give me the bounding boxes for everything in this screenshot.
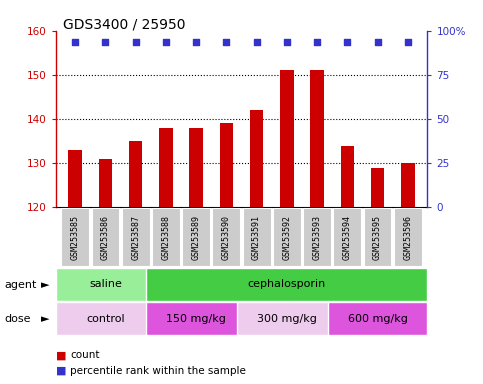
Point xyxy=(71,39,79,45)
Text: dose: dose xyxy=(5,314,31,324)
Bar xyxy=(213,208,240,266)
Text: GSM253590: GSM253590 xyxy=(222,215,231,260)
Text: percentile rank within the sample: percentile rank within the sample xyxy=(70,366,246,376)
Bar xyxy=(401,163,414,207)
Text: GSM253593: GSM253593 xyxy=(313,215,322,260)
Text: GSM253588: GSM253588 xyxy=(161,215,170,260)
Bar xyxy=(327,302,427,335)
Bar xyxy=(250,110,263,207)
Text: ■: ■ xyxy=(56,366,66,376)
Text: GSM253595: GSM253595 xyxy=(373,215,382,260)
Bar xyxy=(189,128,203,207)
Bar xyxy=(341,146,354,207)
Text: GSM253596: GSM253596 xyxy=(403,215,412,260)
Bar xyxy=(146,302,246,335)
Text: GSM253591: GSM253591 xyxy=(252,215,261,260)
Text: cephalosporin: cephalosporin xyxy=(248,279,326,289)
Text: ■: ■ xyxy=(56,350,66,360)
Text: GSM253585: GSM253585 xyxy=(71,215,80,260)
Text: agent: agent xyxy=(5,280,37,290)
Bar xyxy=(56,302,156,335)
Point xyxy=(132,39,140,45)
Point xyxy=(162,39,170,45)
Text: GSM253589: GSM253589 xyxy=(192,215,200,260)
Bar xyxy=(182,208,210,266)
Point xyxy=(313,39,321,45)
Text: 150 mg/kg: 150 mg/kg xyxy=(166,314,226,324)
Bar xyxy=(91,208,119,266)
Text: GSM253592: GSM253592 xyxy=(283,215,291,260)
Text: 600 mg/kg: 600 mg/kg xyxy=(348,314,408,324)
Bar xyxy=(243,208,270,266)
Bar xyxy=(237,302,337,335)
Bar xyxy=(99,159,112,207)
Point xyxy=(404,39,412,45)
Bar xyxy=(152,208,180,266)
Point xyxy=(253,39,260,45)
Bar xyxy=(69,150,82,207)
Bar xyxy=(333,208,361,266)
Text: saline: saline xyxy=(89,279,122,289)
Bar xyxy=(394,208,422,266)
Bar xyxy=(220,124,233,207)
Bar xyxy=(159,128,173,207)
Point xyxy=(223,39,230,45)
Text: ►: ► xyxy=(41,280,50,290)
Point xyxy=(374,39,382,45)
Point xyxy=(343,39,351,45)
Bar xyxy=(122,208,150,266)
Text: control: control xyxy=(86,314,125,324)
Bar xyxy=(61,208,89,266)
Bar xyxy=(310,71,324,207)
Bar xyxy=(280,71,294,207)
Bar xyxy=(364,208,392,266)
Point xyxy=(192,39,200,45)
Bar xyxy=(56,268,156,301)
Text: GSM253586: GSM253586 xyxy=(101,215,110,260)
Text: ►: ► xyxy=(41,314,50,324)
Point xyxy=(283,39,291,45)
Bar xyxy=(273,208,301,266)
Text: count: count xyxy=(70,350,99,360)
Point xyxy=(101,39,109,45)
Text: GSM253594: GSM253594 xyxy=(343,215,352,260)
Bar xyxy=(146,268,427,301)
Bar xyxy=(303,208,331,266)
Text: GSM253587: GSM253587 xyxy=(131,215,140,260)
Bar xyxy=(371,168,384,207)
Text: 300 mg/kg: 300 mg/kg xyxy=(257,314,317,324)
Text: GDS3400 / 25950: GDS3400 / 25950 xyxy=(63,17,185,31)
Bar xyxy=(129,141,142,207)
